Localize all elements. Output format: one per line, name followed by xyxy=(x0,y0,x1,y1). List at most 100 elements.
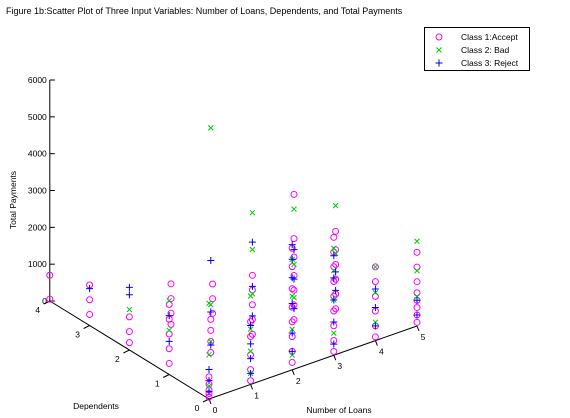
accept-point xyxy=(165,345,173,353)
bad-point xyxy=(332,202,339,209)
reject-point xyxy=(207,341,215,349)
bad-point xyxy=(330,245,337,252)
bad-point xyxy=(206,351,212,358)
z-tick-label: 5000 xyxy=(28,112,47,122)
bad-point xyxy=(414,238,420,245)
reject-point xyxy=(371,285,379,293)
accept-point xyxy=(167,309,175,317)
bad-point xyxy=(291,294,297,301)
x-tick xyxy=(374,340,378,346)
reject-point xyxy=(247,340,255,348)
chart-title: Figure 1b:Scatter Plot of Three Input Va… xyxy=(6,6,403,16)
x-tick-label: 4 xyxy=(379,347,384,357)
accept-point xyxy=(371,278,379,286)
accept-point xyxy=(207,315,215,323)
reject-point xyxy=(371,303,379,311)
accept-point xyxy=(330,348,338,356)
accept-point xyxy=(288,263,296,271)
reject-point xyxy=(413,296,421,304)
x-tick-label: 5 xyxy=(421,332,426,342)
accept-point xyxy=(46,295,54,303)
z-tick-label: 0 xyxy=(42,296,47,306)
reject-point xyxy=(125,283,133,291)
bad-point xyxy=(247,348,254,355)
legend-label: Class 2: Bad xyxy=(461,45,510,55)
reject-point xyxy=(371,322,379,330)
reject-point xyxy=(288,347,296,355)
accept-point xyxy=(332,275,340,283)
y-tick-label: 1 xyxy=(155,379,160,389)
accept-point xyxy=(371,263,379,271)
reject-point xyxy=(332,268,340,276)
accept-point xyxy=(332,227,340,235)
accept-point xyxy=(413,278,421,286)
reject-point xyxy=(86,285,94,293)
reject-point xyxy=(413,311,421,319)
accept-point xyxy=(209,280,217,288)
reject-point xyxy=(165,337,173,345)
reject-point xyxy=(288,274,296,282)
accept-point xyxy=(413,304,421,312)
x-tick-label: 3 xyxy=(337,361,342,371)
y-tick-label: 0 xyxy=(195,403,200,413)
bad-point xyxy=(289,326,296,333)
y-tick-label: 3 xyxy=(75,330,80,340)
z-tick-label: 2000 xyxy=(28,222,47,232)
circle-marker-icon xyxy=(435,33,443,41)
z-tick-label: 4000 xyxy=(28,149,47,159)
bad-point xyxy=(249,209,256,216)
y-axis-label: Dependents xyxy=(73,401,119,411)
x-tick xyxy=(250,384,254,390)
legend-item-accept: Class 1:Accept xyxy=(425,31,529,43)
bad-point xyxy=(372,289,379,296)
bad-point xyxy=(372,264,379,270)
y-tick xyxy=(162,374,170,378)
legend-label: Class 3: Reject xyxy=(461,58,519,68)
accept-point xyxy=(290,190,298,198)
accept-point xyxy=(413,318,421,326)
reject-point xyxy=(205,377,213,385)
accept-point xyxy=(413,248,421,256)
accept-point xyxy=(167,295,175,303)
reject-point xyxy=(205,366,213,374)
reject-point xyxy=(330,296,338,304)
accept-point xyxy=(290,253,298,261)
accept-point xyxy=(288,285,296,293)
accept-point xyxy=(332,305,340,313)
reject-point xyxy=(207,308,215,316)
reject-point xyxy=(330,340,338,348)
legend-item-bad: Class 2: Bad xyxy=(425,44,529,56)
y-tick xyxy=(83,325,90,329)
accept-point xyxy=(332,261,340,269)
accept-point xyxy=(209,295,217,303)
reject-point xyxy=(330,318,338,326)
reject-point xyxy=(247,355,255,363)
bad-point xyxy=(249,246,256,253)
reject-point xyxy=(248,238,256,246)
z-axis-label: Total Payments xyxy=(8,171,18,229)
y-tick-label: 2 xyxy=(115,354,120,364)
bad-point xyxy=(372,319,379,326)
accept-point xyxy=(86,296,94,304)
bad-point xyxy=(207,301,214,308)
y-tick xyxy=(43,300,51,305)
accept-point xyxy=(46,271,54,279)
z-tick-label: 1000 xyxy=(28,259,47,269)
accept-point xyxy=(248,271,256,279)
bad-point xyxy=(330,330,337,336)
x-axis-line xyxy=(208,325,418,400)
accept-point xyxy=(288,318,296,326)
accept-point xyxy=(207,326,215,334)
accept-point xyxy=(290,286,298,294)
accept-point xyxy=(165,359,173,367)
bad-point xyxy=(166,297,173,304)
reject-point xyxy=(205,388,213,396)
x-tick xyxy=(416,325,420,332)
accept-point xyxy=(330,307,338,315)
bad-point xyxy=(414,267,420,274)
reject-point xyxy=(247,369,255,377)
accept-point xyxy=(207,349,215,357)
reject-point xyxy=(248,312,256,320)
plus-marker-icon xyxy=(435,59,443,67)
